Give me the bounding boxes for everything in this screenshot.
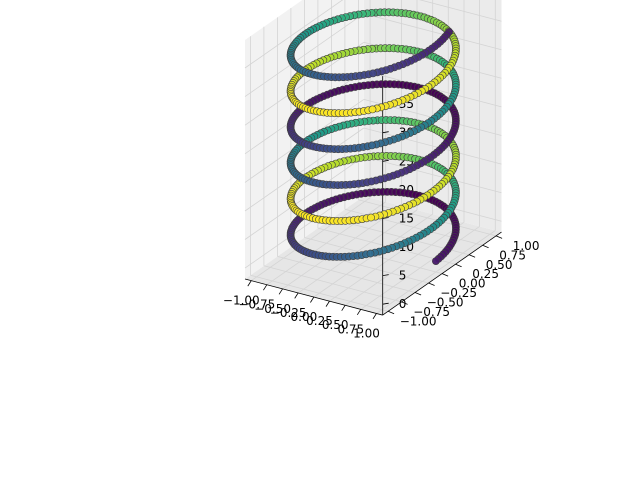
- y-tick-mark: [483, 245, 489, 248]
- y-tick-mark: [456, 264, 462, 267]
- z-tick-label: 5: [399, 269, 407, 283]
- x-tick-mark: [295, 293, 299, 299]
- helix-point: [432, 258, 439, 265]
- x-tick-mark: [342, 305, 346, 311]
- y-tick-mark: [442, 274, 448, 277]
- helix-point: [369, 106, 376, 113]
- helix-point: [367, 250, 374, 257]
- x-tick-mark: [310, 297, 314, 303]
- y-tick-mark: [388, 311, 394, 314]
- helix-point: [369, 70, 376, 77]
- helix-point: [367, 214, 374, 221]
- x-tick-mark: [357, 309, 361, 315]
- y-tick-mark: [469, 255, 475, 257]
- y-tick-mark: [496, 236, 502, 239]
- y-tick-mark: [415, 293, 421, 296]
- z-tick-label: 0: [399, 297, 407, 311]
- x-tick-mark: [248, 281, 252, 287]
- x-tick-mark: [279, 289, 283, 295]
- x-tick-label: 1.00: [353, 326, 380, 340]
- y-tick-mark: [429, 283, 435, 286]
- helix-point: [368, 142, 375, 149]
- helix-point: [368, 178, 375, 185]
- z-tick-label: 15: [399, 212, 414, 226]
- x-tick-mark: [326, 301, 330, 307]
- x-tick-mark: [373, 313, 377, 319]
- x-tick-mark: [263, 285, 267, 291]
- y-tick-label: 1.00: [513, 239, 540, 253]
